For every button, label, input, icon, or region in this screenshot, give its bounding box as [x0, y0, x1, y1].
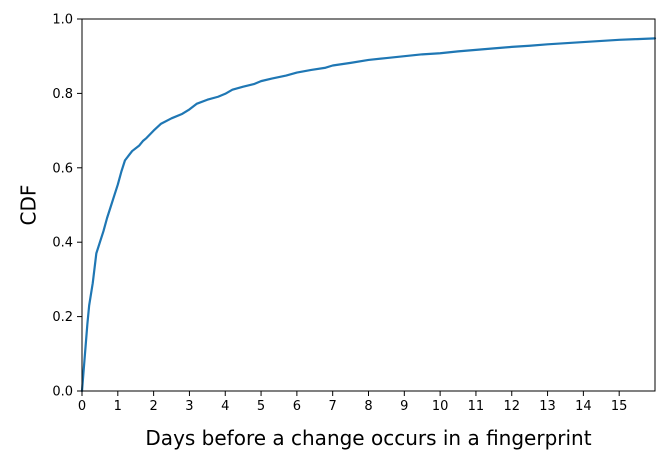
y-tick-label: 0.0 [52, 385, 73, 400]
x-tick-label: 3 [185, 399, 193, 414]
cdf-line-0 [80, 37, 657, 393]
x-tick-label: 11 [468, 399, 485, 414]
y-tick-label: 1.0 [52, 13, 73, 28]
y-tick-label: 0.8 [52, 87, 73, 102]
axes [81, 18, 656, 392]
x-tick-label: 2 [149, 399, 157, 414]
x-tick-label: 0 [78, 399, 86, 414]
x-tick-label: 1 [114, 399, 122, 414]
x-tick-label: 12 [503, 399, 520, 414]
x-tick-label: 13 [539, 399, 556, 414]
x-tick-label: 4 [221, 399, 229, 414]
x-tick-label: 7 [329, 399, 337, 414]
y-tick-label: 0.6 [52, 161, 73, 176]
plot-frame [81, 18, 656, 392]
x-tick-label: 8 [364, 399, 372, 414]
ticks: 0 1 2 3 4 5 6 7 8 9 10 11 12 13 14 150.00.20.40.60.81.0 [52, 13, 627, 415]
plot-lines [80, 37, 657, 393]
x-tick-label: 10 [432, 399, 449, 414]
x-tick-label: 5 [257, 399, 265, 414]
x-tick-label: 6 [293, 399, 301, 414]
y-tick-label: 0.2 [52, 310, 73, 325]
x-tick-label: 14 [575, 399, 592, 414]
x-tick-label: 15 [611, 399, 628, 414]
x-axis-label: Days before a change occurs in a fingerp… [145, 426, 591, 450]
x-tick-label: 9 [400, 399, 408, 414]
y-axis-label: CDF [17, 185, 41, 226]
y-tick-label: 0.4 [52, 236, 73, 251]
